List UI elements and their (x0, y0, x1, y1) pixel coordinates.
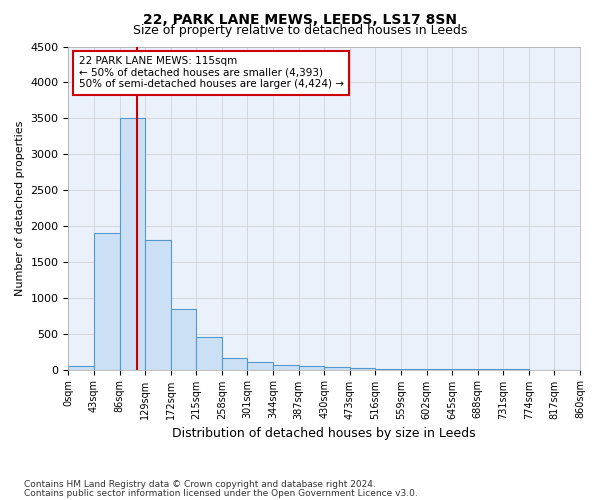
Bar (376, 369, 401, 370)
Text: Contains HM Land Registry data © Crown copyright and database right 2024.: Contains HM Land Registry data © Crown c… (24, 480, 376, 489)
Bar (171, 308, 196, 370)
Bar (68, 366, 94, 370)
Text: Size of property relative to detached houses in Leeds: Size of property relative to detached ho… (133, 24, 467, 37)
Text: Contains public sector information licensed under the Open Government Licence v3: Contains public sector information licen… (24, 488, 418, 498)
Text: 22, PARK LANE MEWS, LEEDS, LS17 8SN: 22, PARK LANE MEWS, LEEDS, LS17 8SN (143, 12, 457, 26)
Text: 22 PARK LANE MEWS: 115sqm
← 50% of detached houses are smaller (4,393)
50% of se: 22 PARK LANE MEWS: 115sqm ← 50% of detac… (79, 56, 344, 90)
Bar (222, 358, 247, 370)
Bar (299, 366, 324, 370)
Bar (145, 240, 171, 370)
Bar (350, 368, 376, 370)
Bar (119, 118, 145, 370)
Y-axis label: Number of detached properties: Number of detached properties (15, 120, 25, 296)
Bar (324, 366, 350, 370)
Bar (247, 362, 273, 370)
Bar (273, 364, 299, 370)
Bar (94, 233, 119, 370)
Bar (196, 338, 222, 370)
X-axis label: Distribution of detached houses by size in Leeds: Distribution of detached houses by size … (172, 427, 476, 440)
